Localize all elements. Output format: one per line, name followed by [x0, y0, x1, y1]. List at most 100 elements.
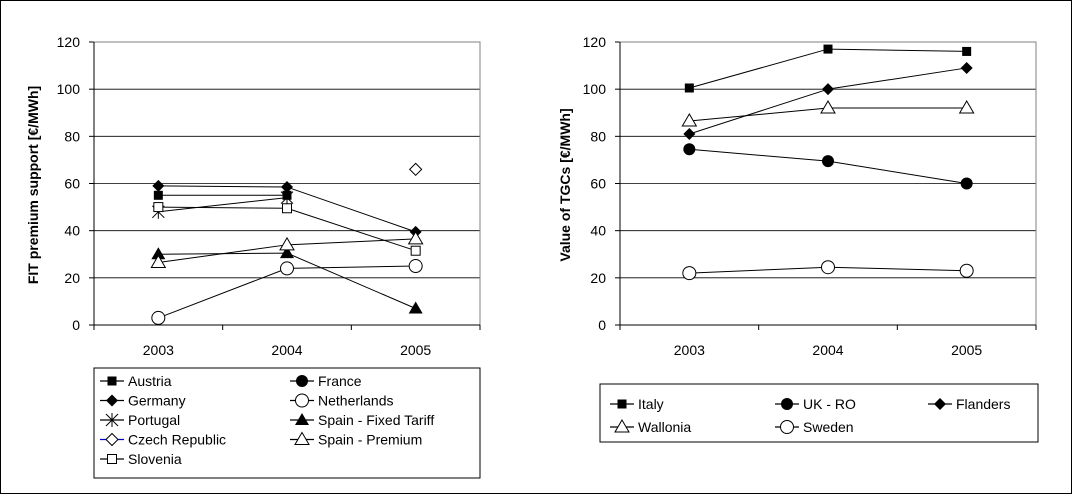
legend-item-czech-republic: Czech Republic: [100, 432, 226, 448]
legend-tgc: Italy UK - RO Flanders Wallonia Sweden: [610, 396, 1010, 435]
legend-box-fit: [93, 367, 481, 479]
legend-label: Italy: [638, 396, 664, 412]
legend-marker: [105, 413, 119, 427]
y-tick-label: 100: [57, 81, 81, 97]
series-line: [827, 266, 967, 272]
y-tick-label: 0: [598, 317, 606, 333]
series-line: [286, 252, 416, 309]
legend-label: Flanders: [956, 396, 1010, 412]
series-line: [158, 244, 288, 263]
series-uk-ro: [683, 143, 973, 190]
legend-label: Portugal: [128, 412, 180, 428]
legend-item-slovenia: Slovenia: [100, 451, 182, 467]
legend-label: Wallonia: [638, 419, 691, 435]
legend-marker: [106, 394, 118, 407]
legend-item-netherlands: Netherlands: [290, 393, 394, 409]
data-point: [281, 181, 293, 194]
data-point: [153, 190, 163, 200]
series-slovenia: [153, 202, 421, 256]
data-point: [822, 155, 834, 168]
x-tick-label: 2004: [271, 342, 302, 358]
y-tick-label: 60: [590, 176, 606, 192]
legend-item-flanders: Flanders: [928, 396, 1010, 412]
legend-label: UK - RO: [803, 396, 856, 412]
series-line: [158, 185, 288, 188]
legend-marker: [105, 432, 119, 447]
y-tick-label: 20: [590, 270, 606, 286]
legend-label: Spain - Premium: [318, 432, 422, 448]
legend-item-italy: Italy: [610, 396, 664, 412]
data-point: [822, 83, 834, 96]
series-line: [827, 48, 967, 52]
legend-item-portugal: Portugal: [100, 412, 180, 428]
y-tick-label: 40: [64, 223, 80, 239]
data-point: [820, 100, 836, 114]
legend-marker: [614, 419, 630, 433]
y-tick-label: 80: [64, 128, 80, 144]
legend-label: Spain - Fixed Tariff: [318, 412, 434, 428]
legend-label: France: [318, 373, 362, 389]
series-line: [286, 238, 416, 246]
series-line: [827, 67, 967, 90]
data-point: [683, 127, 696, 140]
x-tick-label: 2003: [674, 342, 705, 358]
legend-item-uk-ro: UK - RO: [775, 396, 856, 412]
series-netherlands: [151, 259, 423, 325]
series-line: [689, 148, 829, 162]
series-germany: [152, 179, 422, 238]
series-line: [689, 48, 829, 89]
legend-label: Slovenia: [128, 451, 182, 467]
legend-label: Sweden: [803, 419, 854, 435]
y-tick-label: 120: [57, 34, 81, 50]
data-point: [962, 46, 972, 56]
legend-label: Czech Republic: [128, 432, 226, 448]
data-point: [958, 100, 975, 114]
legend-item-sweden: Sweden: [775, 419, 854, 435]
data-point: [683, 143, 696, 156]
tgc-value-chart: Value of TGCs [€/MWh] 0 20 40 60 80 100 120 200…: [557, 34, 1037, 358]
data-point: [279, 236, 295, 251]
x-tick-label: 2005: [951, 342, 982, 358]
series-spain-premium: [150, 230, 424, 269]
legend-item-wallonia: Wallonia: [610, 419, 691, 435]
x-tick-label: 2003: [143, 342, 174, 358]
y-tick-label: 40: [590, 223, 606, 239]
legend-item-austria: Austria: [100, 373, 172, 389]
legend-item-spain-premium: Spain - Premium: [290, 432, 422, 448]
fit-premium-chart: FIT premium support [€/MWh] 0 20 40 60 80 100…: [25, 34, 481, 358]
series-line: [158, 206, 288, 209]
series-line: [286, 186, 416, 233]
legend-marker: [295, 413, 309, 425]
series-line: [689, 266, 829, 274]
series-line: [827, 160, 967, 184]
legend-marker: [934, 398, 946, 410]
legend-box-tgc: [599, 383, 1039, 443]
data-point: [408, 162, 423, 177]
data-point: [682, 266, 697, 281]
legend-marker: [295, 393, 309, 408]
y-tick-label: 20: [64, 270, 80, 286]
y-axis-label: FIT premium support [€/MWh]: [25, 86, 41, 284]
legend-item-germany: Germany: [100, 393, 186, 409]
data-point: [684, 83, 694, 93]
data-point: [821, 260, 835, 275]
legend-item-spain-fixed-tariff: Spain - Fixed Tariff: [290, 412, 434, 428]
data-point: [960, 177, 973, 190]
data-point: [959, 263, 974, 278]
data-point: [823, 44, 833, 54]
legend-marker: [107, 454, 117, 464]
data-point: [407, 230, 424, 245]
x-tick-label: 2005: [400, 342, 431, 358]
legend-marker: [296, 375, 308, 387]
data-point: [151, 310, 166, 325]
data-point: [280, 190, 294, 205]
legend-item-france: France: [290, 373, 362, 389]
y-tick-label: 120: [583, 34, 607, 50]
legend-label: Austria: [128, 373, 172, 389]
data-point: [960, 61, 973, 74]
y-tick-label: 60: [64, 176, 80, 192]
y-axis-label: Value of TGCs [€/MWh]: [557, 108, 573, 261]
series-line: [689, 107, 829, 122]
